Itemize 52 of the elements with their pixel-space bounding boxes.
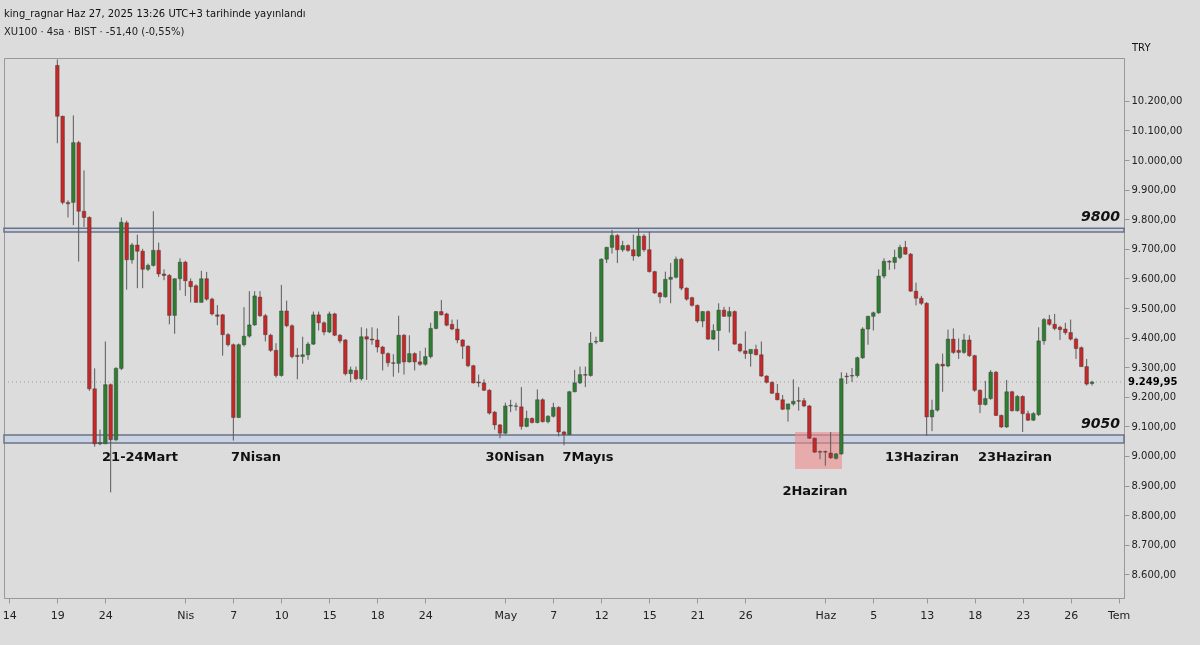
- y-tick-label: 9.500,00: [1131, 302, 1177, 314]
- ref-line-label: 9.249,95: [1128, 376, 1178, 388]
- y-tick-label: 9.000,00: [1131, 450, 1177, 462]
- x-tick-label: 13: [920, 608, 935, 622]
- x-tick-label: 12: [594, 608, 609, 622]
- x-tick-label: 10: [274, 608, 289, 622]
- x-tick-label: 18: [370, 608, 385, 622]
- x-tick-label: 21: [690, 608, 705, 622]
- x-tick-label: May: [494, 608, 518, 622]
- x-tick-label: 15: [642, 608, 657, 622]
- x-tick-label: 7: [230, 608, 238, 622]
- y-tick-label: 8.900,00: [1131, 480, 1177, 492]
- annotation: 7Nisan: [230, 449, 282, 464]
- x-tick-label: 7: [550, 608, 558, 622]
- y-tick-label: 9.300,00: [1131, 361, 1177, 373]
- annotation: 7Mayıs: [562, 449, 614, 464]
- x-tick-label: 14: [2, 608, 17, 622]
- x-tick-label: 23: [1016, 608, 1031, 622]
- x-tick-label: 24: [418, 608, 433, 622]
- x-tick-label: 15: [322, 608, 337, 622]
- y-tick-label: 9.900,00: [1131, 184, 1177, 196]
- text: TRY: [1131, 42, 1152, 53]
- x-tick-label: 18: [968, 608, 983, 622]
- band-label: 9050: [1081, 414, 1121, 431]
- y-tick-label: 10.200,00: [1131, 95, 1183, 107]
- y-tick-label: 8.700,00: [1131, 539, 1177, 551]
- y-tick-label: 9.700,00: [1131, 243, 1177, 255]
- x-tick-label: 26: [738, 608, 753, 622]
- x-tick-label: 24: [98, 608, 113, 622]
- annotation: 2Haziran: [782, 483, 848, 498]
- y-tick-label: 8.800,00: [1131, 509, 1177, 521]
- y-tick-label: 8.600,00: [1131, 568, 1177, 580]
- x-tick-label: Nis: [177, 608, 195, 622]
- y-tick-label: 10.000,00: [1131, 154, 1183, 166]
- y-tick-label: 9.100,00: [1131, 420, 1177, 432]
- annotation: 30Nisan: [485, 449, 545, 464]
- annotation: 13Haziran: [884, 449, 960, 464]
- chart-title: king_ragnar Haz 27, 2025 13:26 UTC+3 tarihinde yayınlandı: [4, 8, 306, 20]
- chart-subtitle: XU100 · 4sa · BIST · -51,40 (-0,55%): [4, 26, 185, 37]
- y-tick-label: 9.800,00: [1131, 213, 1177, 225]
- annotation: 23Haziran: [977, 449, 1053, 464]
- x-tick-label: Haz: [815, 608, 837, 622]
- x-tick-label: 26: [1064, 608, 1079, 622]
- y-tick-label: 9.600,00: [1131, 272, 1177, 284]
- band-label: 9800: [1081, 208, 1121, 225]
- y-tick-label: 10.100,00: [1131, 124, 1183, 136]
- y-tick-label: 9.400,00: [1131, 332, 1177, 344]
- annotation: 21-24Mart: [102, 449, 178, 464]
- x-tick-label: 5: [870, 608, 878, 622]
- x-tick-label: 19: [50, 608, 65, 622]
- x-tick-label: Tem: [1106, 608, 1131, 622]
- y-tick-label: 9.200,00: [1131, 391, 1177, 403]
